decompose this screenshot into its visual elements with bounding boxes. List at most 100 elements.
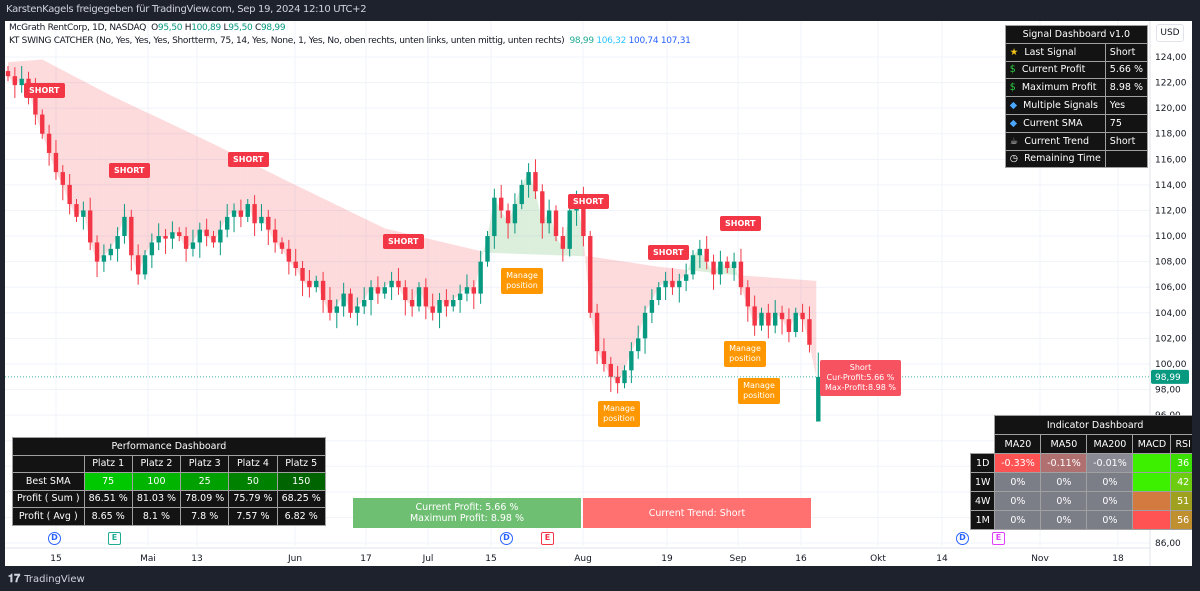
trend-cloud — [528, 172, 536, 255]
candle — [286, 248, 292, 262]
time-tick-label: 15 — [50, 554, 61, 564]
earnings-event-icon[interactable]: E — [108, 532, 121, 545]
candle — [451, 300, 456, 307]
trend-cloud — [651, 265, 659, 301]
trend-cloud — [336, 205, 344, 307]
candle — [629, 351, 634, 371]
info-max-profit: Max-Profit:8.98 % — [825, 383, 896, 392]
indicator-name: KT SWING CATCHER (No, Yes, Yes, Yes, Sho… — [9, 36, 565, 46]
signal-row: ☕ Current Trend Short — [1004, 131, 1149, 151]
candle — [471, 287, 476, 294]
candle — [101, 255, 107, 262]
cell: 68.25 % — [276, 489, 326, 508]
trend-cloud — [371, 221, 378, 294]
candle — [786, 319, 792, 332]
info-cur-profit: Cur-Profit:5.66 % — [826, 373, 895, 382]
row-value — [1104, 149, 1149, 169]
indicator-row: 1D -0.33% -0.11% -0.01% 36 — [969, 453, 1192, 473]
short-signal-label: SHORT — [109, 163, 150, 178]
candle — [177, 232, 182, 237]
candle — [409, 300, 415, 307]
candle — [437, 300, 442, 313]
brand-name: TradingView — [24, 573, 85, 585]
close-value: 98,99 — [261, 23, 286, 33]
column-header: MACD — [1132, 434, 1172, 454]
short-signal-label: SHORT — [383, 234, 424, 249]
price-tick-label: 100,00 — [1155, 360, 1187, 370]
diamond-icon: ◆ — [1009, 100, 1018, 112]
symbol-name[interactable]: McGrath RentCorp, 1D, NASDAQ — [9, 23, 146, 33]
earnings-event-icon[interactable]: E — [541, 532, 554, 545]
time-tick-label: 15 — [485, 554, 496, 564]
candle — [499, 197, 504, 211]
candle — [725, 261, 730, 269]
row-label: Multiple Signals — [1023, 100, 1098, 112]
dividend-event-icon[interactable]: D — [48, 532, 61, 545]
trend-cloud — [809, 280, 817, 377]
row-value: Yes — [1104, 96, 1149, 115]
row-value: Short — [1104, 131, 1149, 151]
candle — [567, 210, 572, 249]
currency-button[interactable]: USD — [1156, 24, 1184, 42]
time-tick-label: Aug — [574, 554, 592, 564]
signal-dashboard: Signal Dashboard v1.0 ★ Last Signal Short… — [1004, 25, 1149, 169]
candle — [533, 172, 538, 192]
ma200-cell: 0% — [1086, 472, 1134, 492]
short-signal-label: SHORT — [568, 194, 609, 209]
candle — [540, 191, 545, 224]
trend-cloud — [179, 127, 187, 249]
indicator-legend[interactable]: KT SWING CATCHER (No, Yes, Yes, Yes, Sho… — [9, 36, 691, 47]
trend-cloud — [83, 81, 91, 243]
info-title: Short — [849, 363, 872, 372]
candle — [594, 312, 600, 352]
cell: 81.03 % — [131, 489, 182, 508]
time-tick-label: Okt — [870, 554, 886, 564]
timeframe-label: 1D — [969, 453, 996, 473]
dividend-event-icon[interactable]: D — [500, 532, 513, 545]
last-price-badge — [1151, 369, 1189, 384]
ma50-cell: 0% — [1040, 472, 1088, 492]
candle — [704, 248, 709, 262]
ma50-cell: -0.11% — [1040, 453, 1088, 473]
price-tick-label: 120,00 — [1155, 104, 1187, 114]
candle — [711, 261, 716, 275]
candle — [53, 152, 59, 173]
price-tick-label: 98,00 — [1155, 386, 1181, 396]
trend-cloud — [343, 208, 351, 313]
trend-cloud — [439, 241, 447, 307]
tradingview-brand[interactable]: 𝟏𝟕 TradingView — [8, 572, 85, 586]
high-value: 100,89 — [191, 23, 221, 33]
cell: 75 — [83, 472, 133, 491]
cell: 78.09 % — [180, 489, 230, 508]
chart-panel[interactable]: 124,00 122,00 120,00 118,00 116,00 114,00 112,… — [5, 21, 1192, 566]
candle — [752, 306, 757, 326]
candle — [341, 293, 346, 307]
trend-cloud — [460, 246, 467, 294]
timeframe-label: 1W — [969, 472, 996, 492]
price-tick-label: 112,00 — [1155, 206, 1187, 216]
time-tick-label: 16 — [795, 554, 807, 564]
ma50-cell: 0% — [1040, 491, 1088, 511]
earnings-event-icon[interactable]: E — [992, 532, 1005, 545]
indicator-dashboard-title: Indicator Dashboard — [994, 415, 1192, 435]
trend-cloud — [631, 262, 639, 352]
dividend-event-icon[interactable]: D — [956, 532, 969, 545]
cell: 25 — [180, 472, 230, 491]
trend-cloud — [617, 260, 625, 384]
candle — [581, 197, 586, 237]
candle — [622, 370, 627, 384]
cell: 75.79 % — [228, 489, 278, 508]
candle — [444, 300, 449, 307]
candle — [211, 236, 216, 243]
candle — [642, 312, 648, 339]
candle — [60, 172, 65, 185]
candle — [615, 376, 620, 384]
manage-position-label: Manage position — [598, 401, 640, 427]
candle — [197, 229, 202, 243]
trend-cloud — [350, 211, 358, 313]
open-label: O — [151, 23, 158, 33]
short-signal-label: SHORT — [24, 83, 65, 98]
candle — [81, 210, 86, 217]
cell: 50 — [228, 472, 278, 491]
candle — [190, 242, 196, 249]
